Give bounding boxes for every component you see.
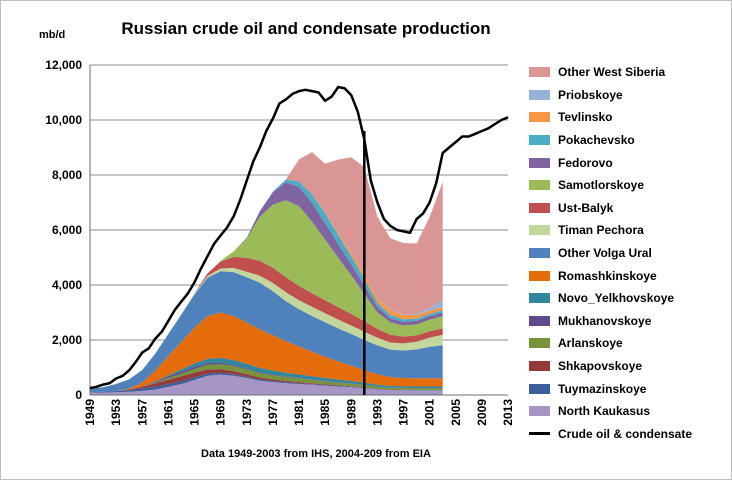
x-tick-label: 1985: [318, 399, 332, 426]
x-tick-label: 1965: [188, 399, 202, 426]
area-series-1: [90, 372, 443, 393]
legend-item: North Kaukasus: [529, 400, 729, 423]
legend-item: Timan Pechora: [529, 219, 729, 242]
legend-swatch: [529, 432, 550, 436]
y-tick-label: 12,000: [45, 58, 82, 72]
chart-title: Russian crude oil and condensate product…: [121, 19, 491, 38]
x-tick-label: 1949: [83, 399, 97, 426]
legend-item: Priobskoye: [529, 84, 729, 107]
legend-item: Novo_Yelkhovskoye: [529, 287, 729, 310]
x-tick-label: 1961: [161, 399, 175, 426]
legend-swatch: [529, 248, 550, 259]
x-tick-label: 1973: [240, 399, 254, 426]
legend-item: Samotlorskoye: [529, 174, 729, 197]
legend-swatch: [529, 112, 550, 123]
legend-item: Mukhanovskoye: [529, 310, 729, 333]
legend-label: Mukhanovskoye: [558, 313, 652, 328]
y-tick-label: 8,000: [52, 168, 82, 182]
legend-item: Ust-Balyk: [529, 197, 729, 220]
legend-label: Crude oil & condensate: [558, 426, 693, 441]
legend-item: Shkapovskoye: [529, 355, 729, 378]
legend: Other West Siberia Priobskoye Tevlinsko Pok…: [529, 61, 729, 445]
area-series-15: [90, 152, 443, 389]
y-tick-label: 2,000: [52, 333, 82, 347]
legend-label: Arlanskoye: [558, 336, 623, 351]
x-tick-label: 1969: [214, 399, 228, 426]
area-series-0: [90, 374, 443, 395]
x-tick-label: 1993: [370, 399, 384, 426]
legend-label: Romashkinskoye: [558, 268, 657, 283]
legend-label: Timan Pechora: [558, 223, 644, 238]
y-tick-label: 4,000: [52, 278, 82, 292]
area-series-3: [90, 364, 443, 393]
x-tick-label: 2005: [449, 399, 463, 426]
legend-swatch: [529, 406, 550, 417]
legend-swatch: [529, 383, 550, 394]
area-series-6: [90, 312, 443, 393]
y-tick-label: 10,000: [45, 113, 82, 127]
area-series-2: [90, 369, 443, 393]
legend-swatch: [529, 157, 550, 168]
legend-label: Pokachevsko: [558, 133, 635, 148]
legend-item: Romashkinskoye: [529, 264, 729, 287]
x-tick-label: 1997: [397, 399, 411, 426]
legend-item: Tevlinsko: [529, 106, 729, 129]
legend-label: North Kaukasus: [558, 404, 651, 419]
legend-item: Tuymazinskoye: [529, 377, 729, 400]
legend-item: Crude oil & condensate: [529, 423, 729, 446]
area-series-5: [90, 357, 443, 393]
y-axis-unit-label: mb/d: [39, 29, 66, 41]
legend-swatch: [529, 270, 550, 281]
area-series-10: [90, 200, 443, 389]
legend-label: Ust-Balyk: [558, 200, 614, 215]
legend-swatch: [529, 202, 550, 213]
legend-swatch: [529, 135, 550, 146]
y-tick-label: 0: [75, 388, 82, 402]
x-tick-label: 1981: [292, 399, 306, 426]
legend-swatch: [529, 180, 550, 191]
legend-label: Other West Siberia: [558, 65, 666, 80]
x-tick-label: 1953: [109, 399, 123, 426]
line-series-crude-oil: [89, 85, 509, 390]
legend-item: Other West Siberia: [529, 61, 729, 84]
legend-item: Pokachevsko: [529, 129, 729, 152]
legend-swatch: [529, 225, 550, 236]
legend-label: Priobskoye: [558, 87, 623, 102]
legend-label: Tevlinsko: [558, 110, 613, 125]
legend-item: Other Volga Ural: [529, 242, 729, 265]
legend-swatch: [529, 361, 550, 372]
legend-label: Fedorovo: [558, 155, 613, 170]
legend-label: Shkapovskoye: [558, 359, 643, 374]
legend-swatch: [529, 338, 550, 349]
legend-item: Fedorovo: [529, 151, 729, 174]
x-tick-label: 2013: [501, 399, 515, 426]
x-tick-label: 1977: [266, 399, 280, 426]
data-source-note: Data 1949-2003 from IHS, 2004-209 from E…: [201, 448, 431, 460]
legend-label: Tuymazinskoye: [558, 381, 647, 396]
legend-swatch: [529, 293, 550, 304]
legend-swatch: [529, 315, 550, 326]
legend-swatch: [529, 89, 550, 100]
x-tick-label: 1989: [344, 399, 358, 426]
legend-label: Novo_Yelkhovskoye: [558, 291, 675, 306]
y-tick-label: 6,000: [52, 223, 82, 237]
legend-item: Arlanskoye: [529, 332, 729, 355]
legend-label: Other Volga Ural: [558, 246, 652, 261]
legend-swatch: [529, 67, 550, 78]
legend-label: Samotlorskoye: [558, 178, 645, 193]
x-tick-label: 1957: [135, 399, 149, 426]
x-tick-label: 2001: [423, 399, 437, 426]
area-series-7: [90, 271, 443, 393]
x-tick-label: 2009: [475, 399, 489, 426]
